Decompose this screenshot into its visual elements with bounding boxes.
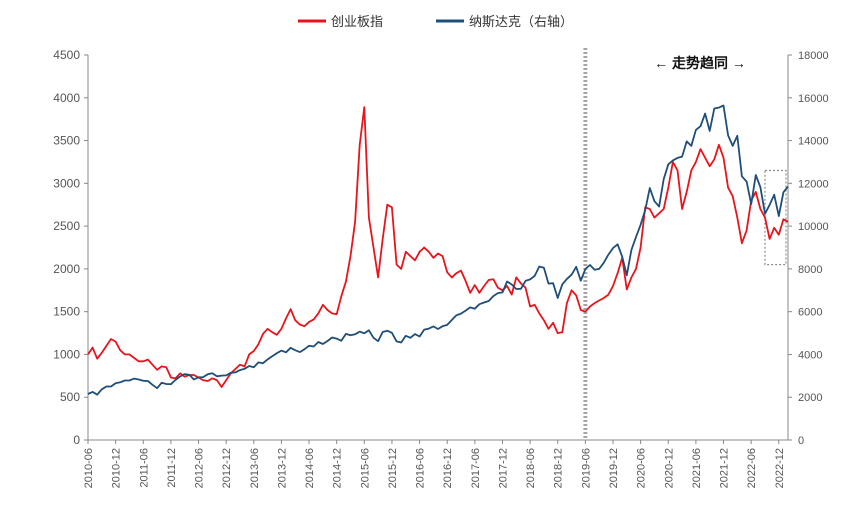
left-tick-label: 2000 bbox=[53, 262, 80, 276]
left-tick-label: 2500 bbox=[53, 219, 80, 233]
left-tick-label: 3000 bbox=[53, 176, 80, 190]
x-tick-label: 2017-06 bbox=[470, 448, 482, 488]
left-tick-label: 3500 bbox=[53, 134, 80, 148]
left-tick-label: 4500 bbox=[53, 48, 80, 62]
right-tick-label: 14000 bbox=[798, 136, 829, 148]
right-tick-label: 16000 bbox=[798, 93, 829, 105]
x-tick-label: 2011-06 bbox=[138, 448, 150, 488]
x-tick-label: 2014-06 bbox=[304, 448, 316, 488]
x-tick-label: 2012-06 bbox=[194, 448, 206, 488]
x-tick-label: 2015-06 bbox=[359, 448, 371, 488]
series-line-nasdaq bbox=[87, 104, 789, 396]
right-tick-label: 6000 bbox=[798, 307, 822, 319]
x-tick-label: 2010-06 bbox=[83, 448, 95, 488]
trend-annotation: ← 走势趋同 → bbox=[654, 55, 746, 71]
highlight-box bbox=[764, 169, 787, 266]
series-group bbox=[87, 104, 789, 396]
x-tick-label: 2018-06 bbox=[525, 448, 537, 488]
x-tick-label: 2015-12 bbox=[387, 448, 399, 488]
legend: 创业板指 纳斯达克（右轴） bbox=[298, 14, 573, 29]
right-tick-label: 10000 bbox=[798, 221, 829, 233]
x-tick-label: 2013-06 bbox=[249, 448, 261, 488]
x-tick-label: 2010-12 bbox=[111, 448, 123, 488]
highlight-rect bbox=[764, 169, 787, 266]
right-tick-label: 0 bbox=[798, 435, 804, 447]
legend-label-nasdaq: 纳斯达克（右轴） bbox=[469, 14, 573, 29]
x-axis: 2010-06 2010-12 2011-06 2011-12 2012-06 2012-… bbox=[83, 439, 788, 488]
x-tick-label: 2011-12 bbox=[166, 448, 178, 488]
left-axis: 0 500 1000 1500 2000 2500 3000 3500 4000 4500 bbox=[53, 48, 89, 447]
left-tick-label: 1000 bbox=[53, 347, 80, 361]
x-tick-label: 2020-06 bbox=[636, 448, 648, 488]
left-tick-label: 1500 bbox=[53, 305, 80, 319]
x-tick-label: 2022-06 bbox=[746, 448, 758, 488]
right-tick-label: 18000 bbox=[798, 50, 829, 62]
x-tick-label: 2021-06 bbox=[691, 448, 703, 488]
x-tick-label: 2020-12 bbox=[663, 448, 675, 488]
x-tick-label: 2019-12 bbox=[608, 448, 620, 488]
x-tick-label: 2016-12 bbox=[442, 448, 454, 488]
right-axis: 0 2000 4000 6000 8000 10000 12000 14000 16000 180… bbox=[787, 50, 829, 447]
right-tick-label: 12000 bbox=[798, 178, 829, 190]
right-tick-label: 8000 bbox=[798, 264, 822, 276]
x-tick-label: 2014-12 bbox=[332, 448, 344, 488]
x-tick-label: 2012-12 bbox=[221, 448, 233, 488]
left-tick-label: 0 bbox=[73, 433, 80, 447]
legend-label-chinext: 创业板指 bbox=[331, 14, 383, 29]
x-tick-label: 2016-06 bbox=[415, 448, 427, 488]
x-tick-label: 2017-12 bbox=[497, 448, 509, 488]
x-tick-label: 2018-12 bbox=[553, 448, 565, 488]
x-tick-label: 2019-06 bbox=[580, 448, 592, 488]
series-line-chinext bbox=[87, 106, 789, 388]
left-tick-label: 4000 bbox=[53, 91, 80, 105]
x-tick-label: 2013-12 bbox=[276, 448, 288, 488]
x-tick-label: 2022-12 bbox=[774, 448, 786, 488]
right-tick-label: 4000 bbox=[798, 349, 822, 361]
left-tick-label: 500 bbox=[60, 390, 80, 404]
x-tick-label: 2021-12 bbox=[719, 448, 731, 488]
right-tick-label: 2000 bbox=[798, 392, 822, 404]
